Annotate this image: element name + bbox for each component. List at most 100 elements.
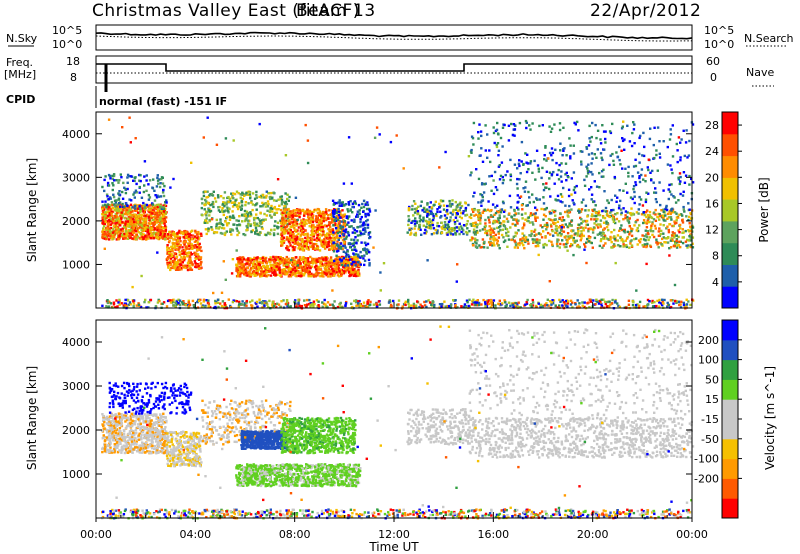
power-cell [309, 217, 313, 221]
power-cell [528, 234, 531, 237]
power-cell [283, 232, 286, 235]
power-cell [101, 216, 105, 219]
power-cell [300, 248, 303, 251]
power-cell [533, 238, 536, 241]
power-cell [187, 260, 190, 263]
freq-label-2: [MHz] [4, 68, 36, 81]
power-cell [550, 225, 553, 228]
power-cell [120, 205, 124, 208]
power-cell [110, 210, 114, 214]
power-cell [155, 213, 159, 216]
power-cell [288, 273, 291, 277]
power-cell [318, 249, 322, 252]
power-cell [319, 214, 323, 218]
power-cell [286, 260, 289, 263]
power-cell [147, 237, 150, 240]
power-cell [669, 164, 672, 167]
power-cell [612, 220, 616, 224]
power-cell [155, 203, 159, 207]
power-cell [104, 200, 107, 203]
power-cell [178, 268, 181, 271]
power-cell [298, 208, 301, 211]
power-cell [484, 225, 487, 228]
beam-label: Beam 13 [296, 1, 376, 21]
power-cell [303, 224, 306, 227]
power-cell [250, 274, 253, 277]
power-cell [660, 243, 663, 246]
power-cell [311, 230, 315, 233]
power-cell [128, 175, 131, 178]
power-cell [235, 190, 239, 193]
power-cell [111, 231, 115, 234]
power-cell [562, 230, 566, 233]
power-cell [559, 212, 562, 216]
power-cell [353, 220, 356, 223]
power-cell [309, 240, 312, 244]
power-cell [168, 230, 171, 234]
power-cell [283, 259, 286, 262]
power-cell [318, 227, 321, 230]
power-cell [135, 182, 138, 186]
power-cell [412, 200, 416, 203]
power-cell [333, 219, 337, 222]
power-cell [230, 192, 233, 195]
power-cell [430, 206, 433, 209]
power-cell [318, 236, 321, 239]
power-cell [653, 191, 656, 194]
power-cell [286, 266, 289, 270]
power-cell [155, 236, 158, 239]
power-cell [150, 234, 153, 237]
power-cell [177, 248, 180, 252]
power-cell [231, 194, 234, 198]
power-cell [302, 257, 305, 260]
power-cell [264, 257, 267, 261]
power-cell [296, 229, 299, 232]
power-cell [332, 263, 335, 266]
power-cell [212, 190, 215, 193]
power-cell [304, 229, 307, 232]
power-cell [205, 196, 208, 199]
power-cell [335, 244, 339, 247]
power-cell [331, 228, 334, 231]
power-cell [218, 205, 221, 209]
power-cell [626, 235, 630, 239]
power-cell [309, 266, 312, 270]
power-cell [353, 228, 356, 232]
power-cell [353, 248, 356, 251]
power-cell [156, 220, 159, 223]
power-cell [249, 195, 252, 198]
power-cell [183, 230, 186, 233]
power-cell [667, 188, 670, 191]
power-cell [456, 209, 460, 212]
power-cell [285, 238, 288, 241]
power-cell [657, 246, 660, 249]
power-cell [489, 228, 492, 232]
power-cell [106, 181, 110, 185]
power-cell [560, 227, 563, 230]
power-cell [289, 210, 292, 213]
power-cell [602, 232, 605, 235]
power-cell [263, 266, 267, 269]
power-cell [319, 272, 322, 275]
power-cell [295, 237, 298, 240]
power-cell [188, 268, 192, 271]
power-cell [469, 216, 473, 220]
power-cell [273, 269, 277, 272]
power-cell [112, 174, 116, 178]
power-cell [128, 209, 131, 213]
power-cell [667, 216, 671, 219]
power-cell [667, 228, 670, 232]
power-cell [549, 218, 552, 221]
power-cell [361, 232, 364, 236]
power-cell [249, 211, 252, 214]
power-cell [311, 220, 315, 224]
power-cell [471, 237, 474, 240]
power-cell [222, 201, 225, 204]
power-cell [491, 215, 495, 218]
power-cell [526, 162, 530, 165]
power-cell [134, 235, 137, 238]
power-cell [174, 244, 177, 247]
power-cell [530, 232, 533, 235]
power-cell [119, 173, 122, 176]
power-cell [140, 214, 143, 217]
